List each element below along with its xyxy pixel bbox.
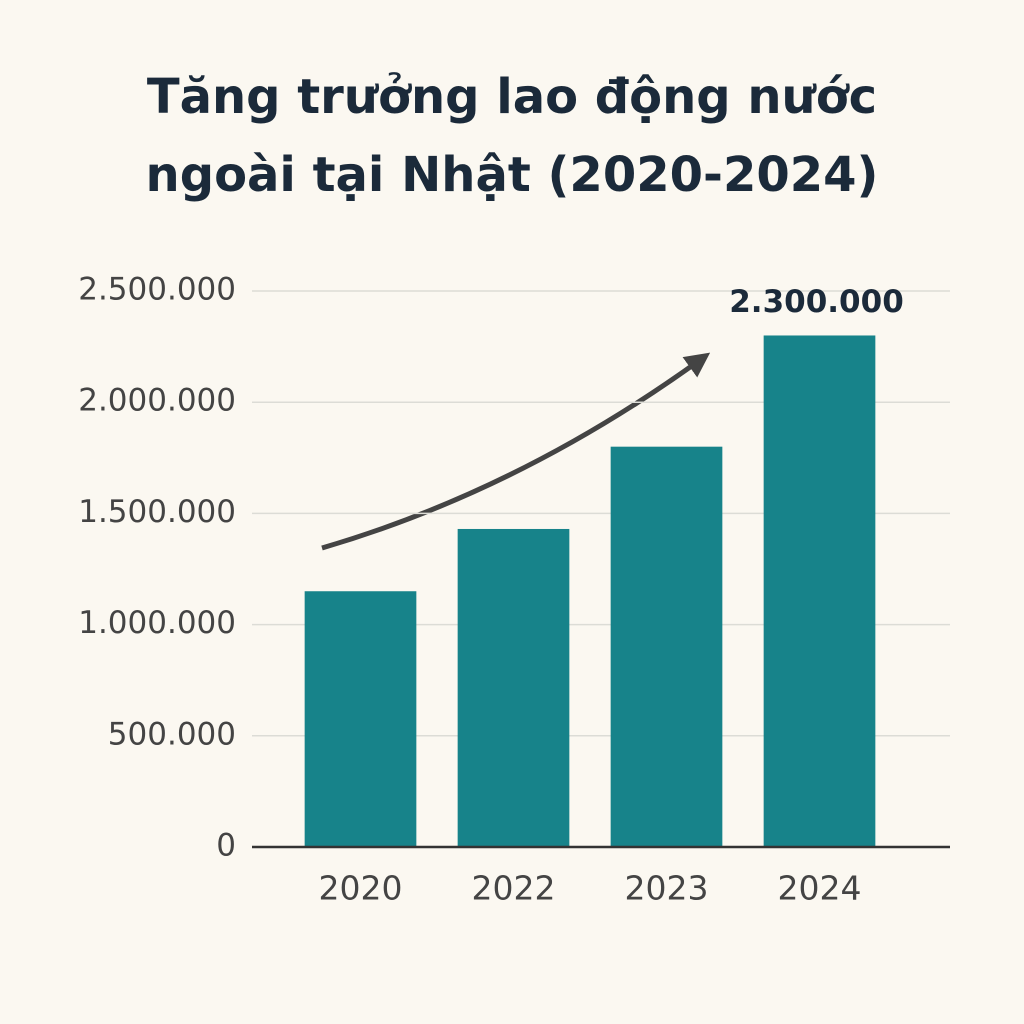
y-tick-label: 0	[216, 828, 236, 864]
y-tick-label: 1.500.000	[78, 494, 236, 530]
bar	[304, 591, 417, 847]
bar	[457, 528, 570, 847]
y-tick-label: 1.000.000	[78, 605, 236, 641]
trend-arrow	[321, 352, 711, 551]
x-tick-label: 2020	[319, 869, 403, 908]
x-tick-label: 2023	[625, 869, 709, 908]
y-tick-label: 500.000	[108, 716, 236, 752]
y-tick-label: 2.000.000	[78, 383, 236, 419]
x-tick-label: 2024	[778, 869, 862, 908]
bar	[610, 446, 723, 847]
x-tick-label: 2022	[472, 869, 556, 908]
y-tick-label: 2.500.000	[78, 272, 236, 308]
chart-title: Tăng trưởng lao động nước ngoài tại Nhật…	[145, 69, 879, 203]
bar	[763, 335, 876, 847]
value-label: 2.300.000	[729, 284, 904, 320]
